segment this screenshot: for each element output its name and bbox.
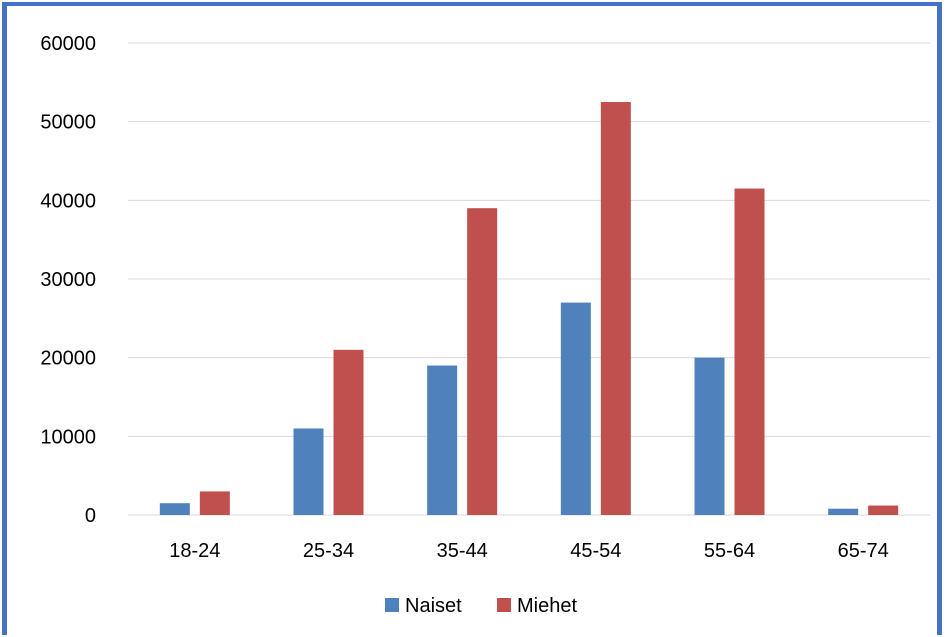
bar-miehet-45-54: [600, 102, 631, 515]
y-tick-label: 60000: [40, 33, 96, 55]
x-tick-label: 65-74: [838, 540, 889, 562]
y-tick-label: 40000: [40, 190, 96, 212]
x-tick-label: 25-34: [303, 540, 354, 562]
y-tick-label: 20000: [40, 348, 96, 370]
x-tick-label: 35-44: [437, 540, 488, 562]
y-axis-ticks: 0 10000 20000 30000 40000 50000 60000: [40, 33, 96, 527]
bar-naiset-45-54: [560, 302, 591, 515]
bar-naiset-55-64: [694, 357, 725, 515]
legend: Naiset Miehet: [385, 595, 577, 617]
x-tick-label: 18-24: [169, 540, 220, 562]
legend-swatch-naiset: [385, 598, 399, 612]
bars: [159, 102, 899, 516]
bar-miehet-25-34: [333, 349, 364, 515]
bar-naiset-35-44: [427, 365, 458, 515]
y-tick-label: 50000: [40, 112, 96, 134]
y-tick-label: 0: [85, 505, 96, 527]
bar-miehet-65-74: [868, 505, 899, 515]
bar-miehet-35-44: [467, 208, 498, 515]
y-tick-label: 10000: [40, 426, 96, 448]
bar-miehet-55-64: [734, 188, 765, 516]
bar-miehet-18-24: [199, 491, 230, 515]
x-tick-label: 45-54: [570, 540, 621, 562]
bar-naiset-18-24: [159, 503, 190, 515]
bar-naiset-25-34: [293, 428, 324, 515]
legend-label-miehet: Miehet: [517, 595, 577, 617]
x-axis-ticks: 18-24 25-34 35-44 45-54 55-64 65-74: [169, 540, 888, 562]
y-tick-label: 30000: [40, 269, 96, 291]
legend-swatch-miehet: [497, 598, 511, 612]
legend-label-naiset: Naiset: [405, 595, 462, 617]
bar-naiset-65-74: [828, 508, 859, 515]
x-tick-label: 55-64: [704, 540, 755, 562]
gridlines: [128, 42, 930, 516]
